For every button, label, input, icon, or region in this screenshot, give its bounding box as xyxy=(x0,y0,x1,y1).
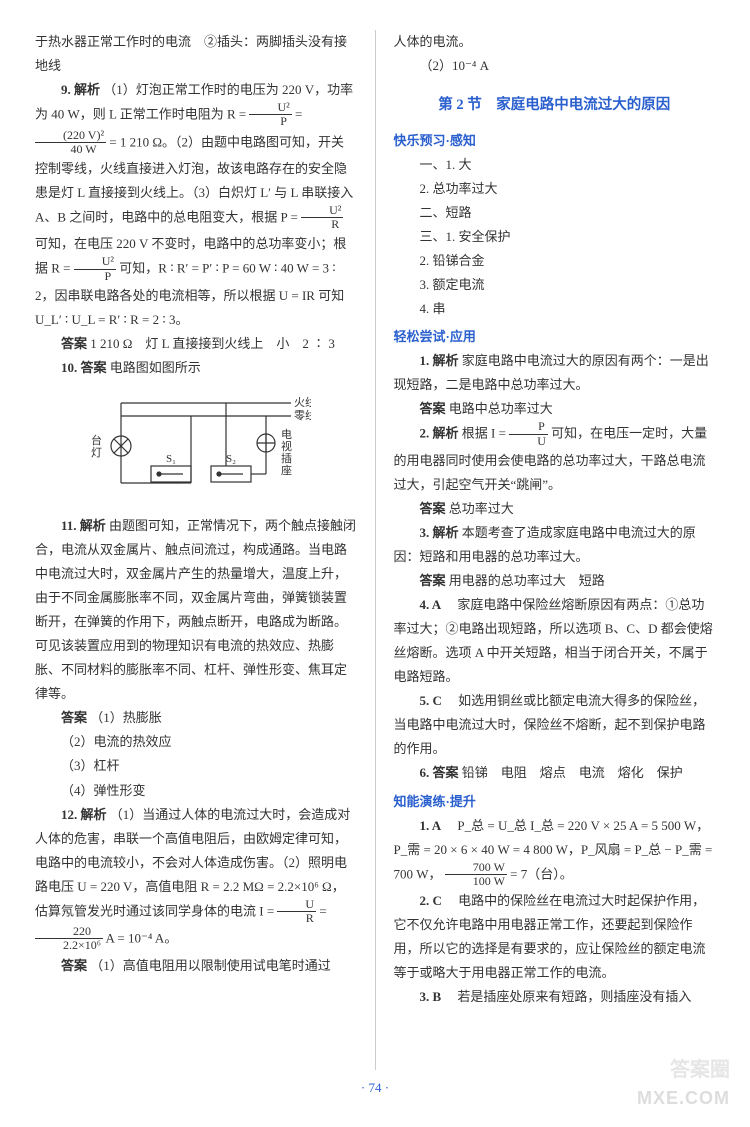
q9: 9. 解析 （1）灯泡正常工作时的电压为 220 V，功率为 40 W，则 L … xyxy=(35,78,357,332)
q12-answer-text: （1）高值电阻用以限制使用试电笔时通过 xyxy=(90,958,331,973)
r6: 6. 答案 铅锑 电阻 熔点 电流 熔化 保护 xyxy=(394,761,716,785)
subhead-practice: 知能演练·提升 xyxy=(394,790,716,814)
q11-a2: （2）电流的热效应 xyxy=(35,730,357,754)
q12-answer: 答案 （1）高值电阻用以限制使用试电笔时通过 xyxy=(35,954,357,978)
line: 三、1. 安全保护 xyxy=(394,225,716,249)
r2: 2. 解析 根据 I = PU 可知，在电压一定时，大量的用电器同时使用会使电路… xyxy=(394,421,716,496)
q12-label: 12. 解析 xyxy=(61,807,107,822)
r3-answer: 答案 用电器的总功率过大 短路 xyxy=(394,569,716,593)
circuit-diagram: 台 灯 火线 零线 电 视 插 座 S₁ S₂ xyxy=(35,388,357,506)
right-continuation: 人体的电流。 xyxy=(394,30,716,54)
p1-label: 1. A xyxy=(420,818,442,833)
fraction: 700 W100 W xyxy=(445,861,507,888)
q9-answer-text: 1 210 Ω 灯 L 直接接到火线上 小 2 ∶ 3 xyxy=(90,336,335,351)
label-huoxian: 火线 xyxy=(294,395,311,409)
label-taideng: 台 xyxy=(91,433,102,447)
q11-label: 11. 解析 xyxy=(61,518,106,533)
fraction: U²P xyxy=(74,255,116,282)
line: 3. 额定电流 xyxy=(394,273,716,297)
r1-answer: 答案 电路中总功率过大 xyxy=(394,397,716,421)
r2-answer-text: 总功率过大 xyxy=(449,501,514,516)
answer-label: 答案 xyxy=(61,958,87,973)
q10-answer-text: 电路图如图所示 xyxy=(110,360,201,375)
q11-a3: （3）杠杆 xyxy=(35,754,357,778)
two-column-layout: 于热水器正常工作时的电流 ②插头：两脚插头没有接地线 9. 解析 （1）灯泡正常… xyxy=(35,30,715,1070)
left-column: 于热水器正常工作时的电流 ②插头：两脚插头没有接地线 9. 解析 （1）灯泡正常… xyxy=(35,30,357,1070)
fraction: (220 V)²40 W xyxy=(35,129,106,156)
answer-label: 答案 xyxy=(61,336,87,351)
r1-label: 1. 解析 xyxy=(420,353,459,368)
r5-label: 5. C xyxy=(420,693,442,708)
fraction: UR xyxy=(277,898,316,925)
answer-label: 答案 xyxy=(420,501,446,516)
q11-a1: （1）热膨胀 xyxy=(90,710,162,725)
q9-label: 9. 解析 xyxy=(61,82,100,97)
q11-answer: 答案 （1）热膨胀 xyxy=(35,706,357,730)
label-lingxian: 零线 xyxy=(294,408,311,422)
q11: 11. 解析 由题图可知，正常情况下，两个触点接触闭合，电流从双金属片、触点间流… xyxy=(35,514,357,706)
svg-text:插: 插 xyxy=(281,451,292,465)
section-title: 第 2 节 家庭电路中电流过大的原因 xyxy=(394,92,716,119)
line: 2. 总功率过大 xyxy=(394,177,716,201)
q12: 12. 解析 （1）当通过人体的电流过大时，会造成对人体的危害，串联一个高值电阻… xyxy=(35,803,357,954)
r4: 4. A 家庭电路中保险丝熔断原因有两点：①总功率过大；②电路出现短路，所以选项… xyxy=(394,593,716,689)
p2: 2. C 电路中的保险丝在电流过大时起保护作用，它不仅允许电路中用电器正常工作，… xyxy=(394,889,716,985)
p1: 1. A P_总 = U_总 I_总 = 220 V × 25 A = 5 50… xyxy=(394,814,716,889)
fraction: U²P xyxy=(249,101,291,128)
r3-label: 3. 解析 xyxy=(420,525,459,540)
eq: = xyxy=(295,107,302,122)
p3-text: 若是插座处原来有短路，则插座没有插入 xyxy=(444,989,691,1004)
watermark: MXE.COM xyxy=(637,1082,730,1115)
column-divider xyxy=(375,30,376,1070)
subhead-try: 轻松尝试·应用 xyxy=(394,325,716,349)
r2-text-a: 根据 I = xyxy=(462,426,509,441)
r6-answer-text: 铅锑 电阻 熔点 电流 熔化 保护 xyxy=(462,765,683,780)
r2-label: 2. 解析 xyxy=(420,426,459,441)
svg-text:视: 视 xyxy=(281,439,292,453)
r4-text: 家庭电路中保险丝熔断原因有两点：①总功率过大；②电路出现短路，所以选项 B、C、… xyxy=(394,597,713,684)
fraction: PU xyxy=(509,420,548,447)
right-column: 人体的电流。 （2）10⁻⁴ A 第 2 节 家庭电路中电流过大的原因 快乐预习… xyxy=(394,30,716,1070)
fraction: U²R xyxy=(301,204,343,231)
q10: 10. 答案 电路图如图所示 xyxy=(35,356,357,380)
r1: 1. 解析 家庭电路中电流过大的原因有两个：一是出现短路，二是电路中总功率过大。 xyxy=(394,349,716,397)
answer-label: 答案 xyxy=(420,573,446,588)
answer-label: 答案 xyxy=(61,710,87,725)
subhead-preview: 快乐预习·感知 xyxy=(394,129,716,153)
line: 4. 串 xyxy=(394,297,716,321)
left-continuation: 于热水器正常工作时的电流 ②插头：两脚插头没有接地线 xyxy=(35,30,357,78)
fraction: 2202.2×10⁶ xyxy=(35,925,103,952)
page-number: · 74 · xyxy=(35,1076,715,1100)
p3: 3. B 若是插座处原来有短路，则插座没有插入 xyxy=(394,985,716,1009)
q11-text: 由题图可知，正常情况下，两个触点接触闭合，电流从双金属片、触点间流过，构成通路。… xyxy=(35,518,356,701)
right-continuation-2: （2）10⁻⁴ A xyxy=(394,54,716,78)
svg-text:座: 座 xyxy=(281,463,292,477)
line: 二、短路 xyxy=(394,201,716,225)
p1-text-b: = 7（台）。 xyxy=(510,866,573,881)
answer-label: 答案 xyxy=(420,401,446,416)
q9-answer: 答案 1 210 Ω 灯 L 直接接到火线上 小 2 ∶ 3 xyxy=(35,332,357,356)
line: 2. 铅锑合金 xyxy=(394,249,716,273)
r4-label: 4. A xyxy=(420,597,442,612)
line: 一、1. 大 xyxy=(394,153,716,177)
r5: 5. C 如选用铜丝或比额定电流大得多的保险丝，当电路中电流过大时，保险丝不熔断… xyxy=(394,689,716,761)
r1-answer-text: 电路中总功率过大 xyxy=(449,401,553,416)
svg-text:灯: 灯 xyxy=(91,446,102,459)
r3: 3. 解析 本题考查了造成家庭电路中电流过大的原因：短路和用电器的总功率过大。 xyxy=(394,521,716,569)
label-s1: S₁ xyxy=(166,453,176,465)
p2-label: 2. C xyxy=(420,893,442,908)
label-dianshi: 电 xyxy=(281,428,292,441)
eq: = xyxy=(319,903,326,918)
q11-a4: （4）弹性形变 xyxy=(35,779,357,803)
r3-answer-text: 用电器的总功率过大 短路 xyxy=(449,573,605,588)
q10-label: 10. 答案 xyxy=(61,360,107,375)
q12-text-b: A = 10⁻⁴ A。 xyxy=(106,931,178,946)
r6-label: 6. 答案 xyxy=(420,765,459,780)
label-s2: S₂ xyxy=(226,453,236,465)
p3-label: 3. B xyxy=(420,989,442,1004)
r2-answer: 答案 总功率过大 xyxy=(394,497,716,521)
